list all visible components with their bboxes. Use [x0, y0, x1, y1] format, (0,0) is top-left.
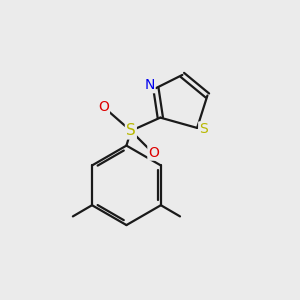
Text: O: O	[148, 146, 159, 160]
Text: N: N	[144, 78, 154, 92]
Text: O: O	[98, 100, 109, 114]
Text: S: S	[126, 123, 136, 138]
Text: S: S	[199, 122, 208, 136]
